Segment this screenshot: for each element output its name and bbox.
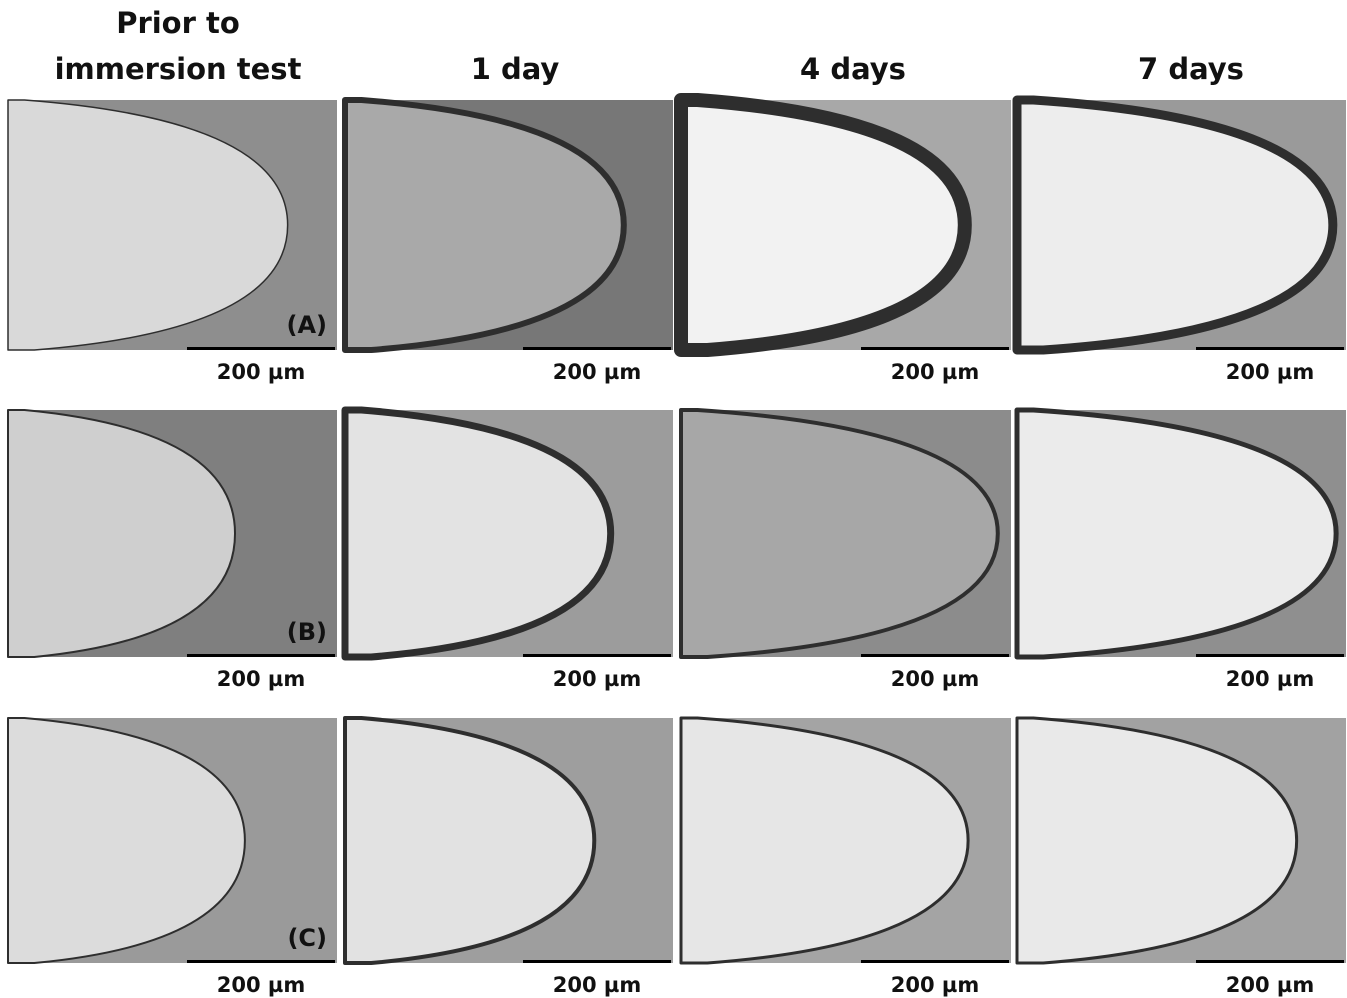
scale-label: 200 µm bbox=[1226, 973, 1314, 997]
scale-label: 200 µm bbox=[891, 360, 979, 384]
scale-label: 200 µm bbox=[891, 973, 979, 997]
scale-label: 200 µm bbox=[553, 667, 641, 691]
scale-label: 200 µm bbox=[217, 360, 305, 384]
micrograph bbox=[1017, 410, 1346, 657]
micrograph bbox=[345, 410, 673, 657]
row-label: (A) bbox=[286, 311, 327, 339]
micrograph bbox=[681, 100, 1011, 350]
micrograph bbox=[1017, 718, 1346, 963]
micrograph bbox=[345, 100, 673, 350]
micrograph bbox=[1017, 100, 1346, 350]
figure: Prior to immersion test 1 day 4 days 7 d… bbox=[0, 0, 1347, 998]
micrograph bbox=[681, 718, 1011, 963]
micrograph bbox=[345, 718, 673, 963]
scale-label: 200 µm bbox=[1226, 360, 1314, 384]
row-label: (B) bbox=[287, 618, 327, 646]
row-label: (C) bbox=[287, 924, 327, 952]
scale-label: 200 µm bbox=[1226, 667, 1314, 691]
scale-label: 200 µm bbox=[217, 973, 305, 997]
scale-label: 200 µm bbox=[553, 360, 641, 384]
micrograph-grid: 200 µm 200 µm 200 µm 200 µm (A) 200 µm 200 µm 2… bbox=[0, 0, 1347, 998]
scale-label: 200 µm bbox=[891, 667, 979, 691]
micrograph bbox=[681, 410, 1011, 657]
scale-label: 200 µm bbox=[217, 667, 305, 691]
scale-label: 200 µm bbox=[553, 973, 641, 997]
